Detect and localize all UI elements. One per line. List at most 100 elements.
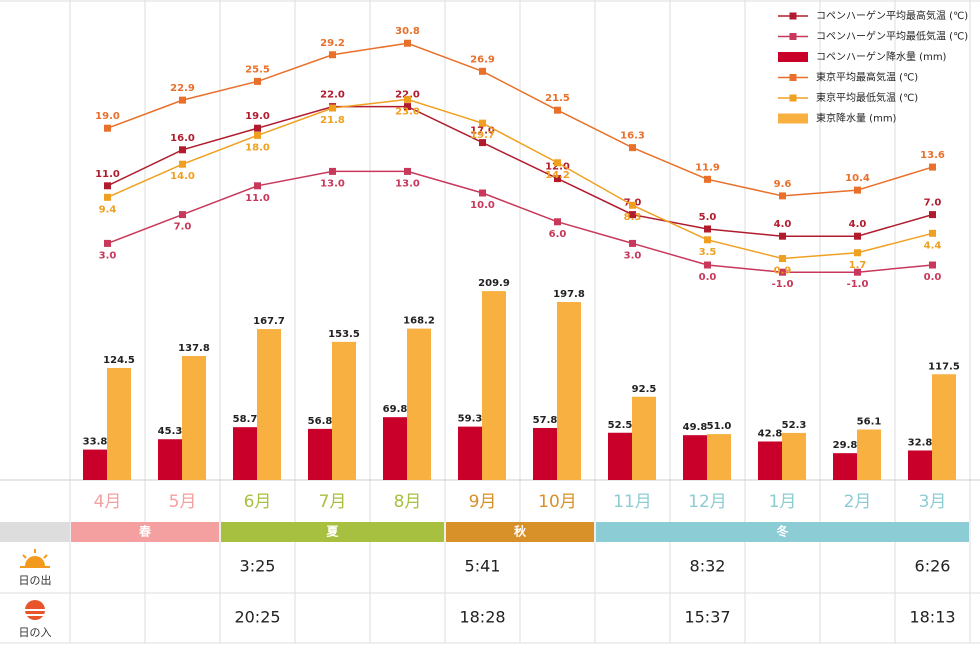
line-marker <box>104 124 111 132</box>
line-marker <box>629 239 636 247</box>
line-marker <box>254 131 261 139</box>
point-label: 18.0 <box>245 142 270 153</box>
bar-label: 58.7 <box>233 414 258 425</box>
season-blank <box>0 522 70 542</box>
point-label: 22.0 <box>395 90 420 101</box>
line-marker <box>404 95 411 103</box>
bar <box>782 432 806 480</box>
point-label: 11.0 <box>95 169 120 180</box>
bar-label: 42.8 <box>758 428 783 439</box>
line-marker <box>704 261 711 269</box>
bar <box>932 374 956 480</box>
legend-swatch <box>789 94 797 102</box>
line-marker <box>854 186 861 194</box>
bar-label: 51.0 <box>707 421 732 432</box>
month-label: 7月 <box>319 492 347 512</box>
point-label: 12.0 <box>545 162 570 173</box>
bar-label: 56.1 <box>857 417 882 428</box>
month-label: 6月 <box>244 492 272 512</box>
line-marker <box>404 103 411 111</box>
line-marker <box>104 193 111 201</box>
line-marker <box>704 175 711 183</box>
line-marker <box>854 268 861 276</box>
month-label: 5月 <box>169 492 197 512</box>
legend-label: 東京平均最高気温 (℃) <box>816 71 918 84</box>
sunset-time: 18:13 <box>909 608 955 627</box>
bar-label: 52.5 <box>608 420 633 431</box>
line-marker <box>329 104 336 112</box>
bar-label: 168.2 <box>403 316 435 327</box>
bar <box>257 329 281 480</box>
line-marker <box>554 218 561 226</box>
line-marker <box>629 201 636 209</box>
bar-label: 92.5 <box>632 384 657 395</box>
bar <box>233 427 257 480</box>
point-label: 0.9 <box>774 266 792 277</box>
line <box>107 170 933 273</box>
point-label: 3.5 <box>699 247 717 258</box>
month-label: 3月 <box>919 492 947 512</box>
point-label: -1.0 <box>847 279 869 290</box>
bar <box>458 426 482 480</box>
season-band <box>446 522 594 542</box>
month-label: 12月 <box>688 492 727 512</box>
bar-label: 167.7 <box>253 316 285 327</box>
point-label: 1.7 <box>849 260 867 271</box>
bar-label: 45.3 <box>158 426 183 437</box>
point-label: 30.8 <box>395 26 420 37</box>
bar <box>182 355 206 480</box>
line-marker <box>329 167 336 175</box>
line-marker <box>779 192 786 200</box>
sunrise-icon <box>20 549 50 568</box>
month-label: 4月 <box>94 492 122 512</box>
point-label: 4.4 <box>924 240 942 251</box>
bar-label: 32.8 <box>908 437 933 448</box>
line-marker <box>404 167 411 175</box>
point-label: 13.0 <box>395 178 420 189</box>
point-label: 10.4 <box>845 173 870 184</box>
bar-label: 59.3 <box>458 414 483 425</box>
month-label: 10月 <box>538 492 577 512</box>
line-marker <box>704 236 711 244</box>
point-label: 19.0 <box>245 111 270 122</box>
sunrise-time: 5:41 <box>465 557 501 576</box>
sunrise-time: 8:32 <box>690 557 726 576</box>
line-marker <box>554 159 561 167</box>
point-label: 9.6 <box>774 179 792 190</box>
bar-label: 153.5 <box>328 329 360 340</box>
point-label: 19.0 <box>95 111 120 122</box>
point-label: 13.6 <box>920 150 945 161</box>
line-marker <box>254 77 261 85</box>
point-label: 6.0 <box>549 229 567 240</box>
line-marker <box>104 182 111 190</box>
point-label: -1.0 <box>772 279 794 290</box>
line-marker <box>104 239 111 247</box>
line-marker <box>854 232 861 240</box>
bar <box>308 428 332 480</box>
point-label: 16.3 <box>620 131 645 142</box>
legend-swatch <box>789 74 797 81</box>
bar <box>533 427 557 480</box>
line <box>107 42 933 197</box>
bar <box>758 441 782 480</box>
point-label: 14.0 <box>170 171 195 182</box>
bar-label: 49.8 <box>683 422 708 433</box>
legend-label: 東京降水量 (mm) <box>816 112 897 125</box>
line-marker <box>179 96 186 104</box>
line-marker <box>479 139 486 147</box>
bar-label: 52.3 <box>782 420 807 431</box>
legend-swatch <box>789 33 797 40</box>
line-marker <box>479 119 486 127</box>
line-marker <box>329 51 336 59</box>
point-label: 7.0 <box>924 198 942 209</box>
point-label: 11.0 <box>245 193 270 204</box>
bar-label: 137.8 <box>178 343 210 354</box>
bar <box>557 301 581 480</box>
bar <box>107 367 131 480</box>
line-marker <box>929 211 936 219</box>
legend-swatch <box>778 52 808 62</box>
line-marker <box>929 261 936 269</box>
bar <box>608 432 632 480</box>
point-label: 4.0 <box>849 219 867 230</box>
